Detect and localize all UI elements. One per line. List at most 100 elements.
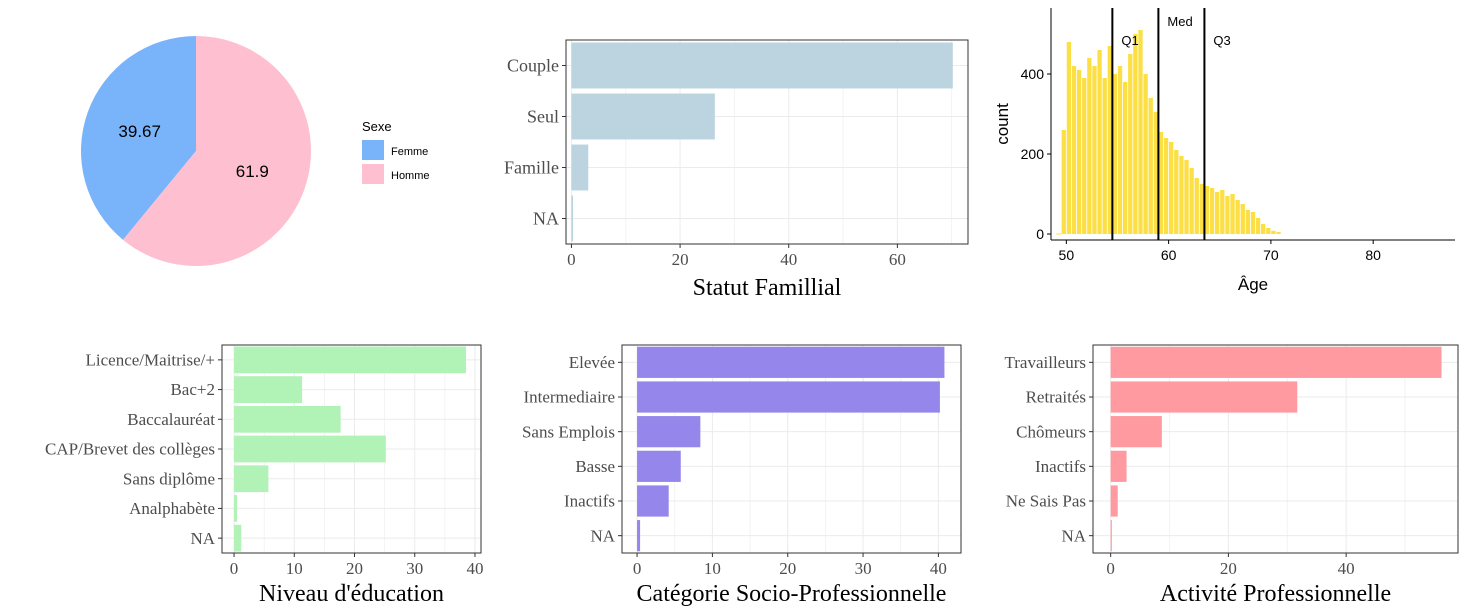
y-tick-label: Basse [575, 457, 615, 476]
histogram-bar [1215, 192, 1220, 234]
histogram-bar [1184, 160, 1189, 234]
legend-key-homme [362, 164, 384, 184]
histogram-chart: Q1 Med Q3 0 200 400 50 60 70 80 Âge count [993, 8, 1455, 294]
bar [1110, 485, 1118, 517]
bar [637, 450, 681, 482]
y-tick-label: NA [590, 526, 615, 545]
panel-border [621, 344, 962, 554]
legend-title: Sexe [362, 119, 392, 134]
histogram-bar [1158, 132, 1164, 234]
y-tick-label: Licence/Maitrise/+ [86, 350, 215, 369]
quartile-label: Q1 [1121, 33, 1138, 48]
histogram-bar [1163, 138, 1169, 234]
y-tick-label: Chômeurs [1016, 422, 1086, 441]
bar [571, 195, 574, 242]
y-tick-label: CAP/Brevet des collèges [45, 440, 215, 459]
x-tick-label: 0 [633, 559, 642, 578]
histogram-bar [1076, 70, 1082, 234]
x-axis-label: Âge [1238, 275, 1268, 294]
bar [1110, 416, 1162, 448]
bar-chart-5: Travailleurs Retraités Chômeurs Inactifs Ne … [1004, 344, 1459, 607]
pie-slice-homme [123, 36, 312, 267]
y-tick-label: NA [1061, 526, 1086, 545]
y-tick-label: Inactifs [564, 492, 615, 511]
y-tick-label: 0 [1036, 226, 1044, 242]
y-tick-label: Famille [504, 157, 559, 177]
y-tick-label: NA [533, 208, 559, 228]
x-tick-label: 40 [466, 559, 483, 578]
bar [234, 465, 269, 493]
histogram-bar [1235, 200, 1240, 234]
histogram-bar [1250, 212, 1256, 234]
histogram-bar [1245, 210, 1251, 234]
y-tick-label: Inactifs [1035, 457, 1086, 476]
bar [637, 485, 669, 517]
pie-slice-label: 61.9 [236, 162, 269, 181]
y-tick-label: Baccalauréat [127, 410, 215, 429]
bar-chart-4: Elevée Intermediaire Sans Emplois Basse Inac… [522, 344, 962, 607]
histogram-bar [1133, 34, 1138, 234]
y-tick-label: 400 [1021, 66, 1045, 82]
panel-border [565, 39, 969, 245]
histogram-bar [1097, 50, 1102, 234]
histogram-bar [1189, 168, 1194, 234]
bar [637, 416, 701, 448]
histogram-bar [1255, 218, 1261, 234]
x-tick-label: 20 [1220, 559, 1237, 578]
bar [1110, 346, 1442, 378]
histogram-bar [1271, 230, 1276, 234]
quartile-label: Q3 [1213, 33, 1230, 48]
x-tick-label: 80 [1365, 247, 1381, 263]
bar-chart-1: Couple Seul Famille NA 0 20 40 60 Statut Familli… [504, 39, 969, 301]
bar [234, 346, 466, 374]
y-tick-label: Sans Emplois [522, 422, 615, 441]
x-tick-label: 40 [1338, 559, 1355, 578]
y-tick-label: Intermediaire [523, 388, 615, 407]
chart-title: Catégorie Socio-Professionnelle [637, 581, 947, 607]
bar [234, 495, 238, 522]
y-tick-label: Sans diplôme [123, 469, 215, 488]
bar [571, 42, 953, 89]
histogram-bar [1225, 196, 1230, 234]
chart-title: Niveau d'éducation [259, 581, 444, 607]
x-tick-label: 20 [779, 559, 796, 578]
bar [234, 376, 303, 403]
legend-key-femme [362, 140, 384, 160]
x-tick-label: 60 [889, 250, 906, 269]
histogram-bar [1194, 178, 1199, 234]
x-tick-label: 30 [406, 559, 423, 578]
histogram-bar [1276, 232, 1281, 234]
bar [637, 346, 945, 378]
histogram-bar [1061, 130, 1066, 234]
x-tick-label: 50 [1059, 247, 1075, 263]
bar-chart-3: Licence/Maitrise/+ Bac+2 Baccalauréat CAP/B… [45, 344, 483, 607]
pie-slice-femme [81, 36, 196, 240]
bar [637, 381, 940, 413]
histogram-bar [1087, 58, 1092, 234]
histogram-bar [1230, 194, 1235, 234]
y-axis-label: count [993, 103, 1012, 145]
bar [571, 93, 715, 140]
histogram-bar [1209, 188, 1215, 234]
pie-chart: 39.67 61.9 Sexe Femme Homme [81, 36, 430, 267]
panel-border [1092, 344, 1459, 554]
x-tick-label: 20 [346, 559, 363, 578]
bar [234, 524, 242, 552]
histogram-bar [1199, 184, 1205, 234]
histogram-bar [1179, 156, 1184, 234]
x-tick-label: 40 [930, 559, 947, 578]
legend-label: Femme [391, 146, 428, 158]
histogram-bar [1128, 54, 1133, 234]
histogram-bar [1102, 78, 1107, 234]
y-tick-label: Retraités [1026, 388, 1086, 407]
x-tick-label: 10 [704, 559, 721, 578]
chart-title: Statut Famillial [693, 275, 842, 301]
y-tick-label: NA [190, 529, 215, 548]
y-tick-label: Ne Sais Pas [1006, 492, 1086, 511]
histogram-bar [1261, 224, 1266, 234]
x-tick-label: 10 [286, 559, 303, 578]
histogram-bar [1266, 228, 1271, 234]
histogram-bar [1174, 150, 1179, 234]
y-tick-label: Analphabète [129, 499, 215, 518]
